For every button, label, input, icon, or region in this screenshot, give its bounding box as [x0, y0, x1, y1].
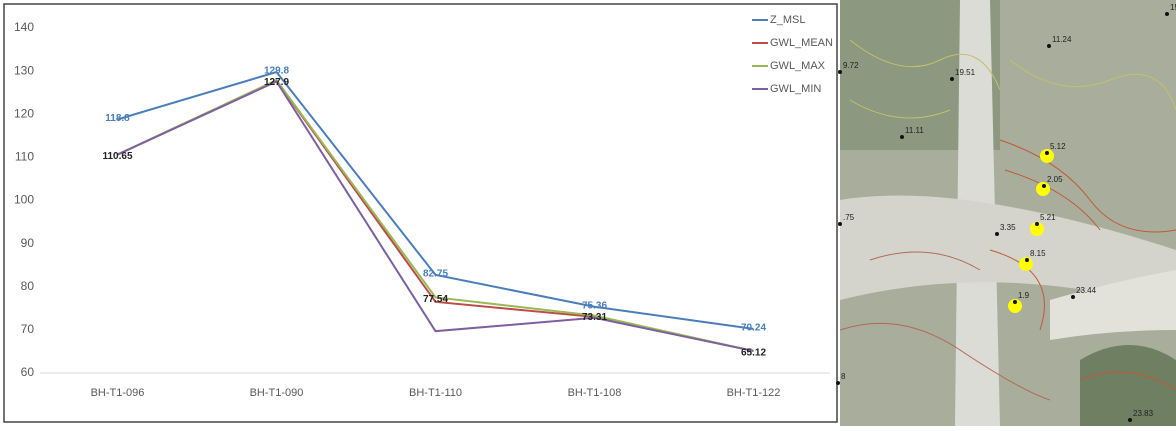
map-point	[1042, 184, 1046, 188]
map-point	[1035, 222, 1039, 226]
map-point	[1128, 418, 1132, 422]
map-label: 11.24	[1052, 35, 1072, 44]
map-label: .75	[843, 213, 855, 222]
data-label: 127.9	[264, 77, 289, 88]
x-tick-label: BH-T1-090	[250, 387, 304, 399]
map-label: 23.44	[1076, 286, 1097, 295]
map-point	[838, 222, 842, 226]
legend-label: GWL_MIN	[770, 83, 821, 95]
data-label: 110.65	[102, 151, 132, 162]
data-label: 118.8	[105, 113, 130, 124]
map-point	[1045, 151, 1049, 155]
data-label: 73.31	[582, 312, 607, 323]
map-point	[950, 77, 954, 81]
map-point	[838, 70, 842, 74]
map-point	[995, 232, 999, 236]
x-tick-label: BH-T1-108	[568, 387, 622, 399]
map-label: 1.9	[1018, 291, 1030, 300]
map-label: 5.12	[1050, 142, 1066, 151]
y-tick-label: 130	[14, 63, 34, 77]
legend-label: GWL_MEAN	[770, 37, 833, 49]
y-tick-label: 120	[14, 106, 34, 120]
map-label: 23.83	[1133, 409, 1154, 418]
map-label: 11.11	[905, 126, 924, 135]
map-label: 8.15	[1030, 249, 1046, 258]
x-tick-label: BH-T1-096	[91, 387, 145, 399]
data-label: 129.8	[264, 66, 289, 77]
y-tick-label: 140	[14, 20, 34, 34]
legend-label: Z_MSL	[770, 14, 805, 26]
data-label: 77.54	[423, 294, 448, 305]
y-tick-label: 90	[21, 236, 35, 250]
x-tick-label: BH-T1-122	[727, 387, 781, 399]
map-label: 8	[841, 372, 846, 381]
map-point	[1025, 258, 1029, 262]
map-label: 19.51	[955, 68, 976, 77]
figure: 60 70 80 90 100 110 120 130 140 BH-T1-096 BH-T1-09…	[0, 0, 1176, 426]
data-label: 70.24	[741, 322, 766, 333]
map-point	[900, 135, 904, 139]
data-label: 75.36	[582, 300, 607, 311]
map-label: 2.05	[1047, 175, 1063, 184]
map-point	[836, 381, 840, 385]
data-label: 82.75	[423, 269, 448, 280]
map-label: 5.21	[1040, 213, 1056, 222]
map-label: 9.72	[843, 61, 859, 70]
map-point	[1165, 12, 1169, 16]
legend-label: GWL_MAX	[770, 60, 826, 72]
map-point	[1047, 44, 1051, 48]
chart-frame	[4, 4, 837, 422]
y-tick-label: 60	[21, 365, 35, 379]
y-tick-label: 70	[21, 322, 35, 336]
y-tick-label: 100	[14, 193, 34, 207]
y-tick-label: 80	[21, 279, 35, 293]
data-label: 65.12	[741, 348, 766, 359]
map-point	[1071, 295, 1075, 299]
map-label: 3.35	[1000, 223, 1016, 232]
map-point	[1013, 300, 1017, 304]
map-label: 15	[1170, 3, 1176, 12]
y-tick-label: 110	[15, 150, 34, 164]
map	[840, 0, 1176, 426]
x-tick-label: BH-T1-110	[409, 387, 462, 399]
